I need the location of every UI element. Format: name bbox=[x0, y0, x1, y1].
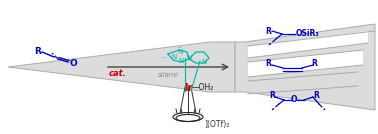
Text: R: R bbox=[265, 59, 271, 68]
Text: O: O bbox=[291, 96, 297, 105]
Text: N: N bbox=[177, 49, 183, 55]
Text: –: – bbox=[162, 54, 166, 60]
Text: Ir: Ir bbox=[184, 83, 192, 93]
Polygon shape bbox=[8, 42, 235, 92]
Text: R: R bbox=[311, 59, 317, 68]
Text: –: – bbox=[177, 44, 181, 50]
Text: O: O bbox=[70, 59, 78, 68]
Text: N: N bbox=[178, 58, 184, 64]
Text: R: R bbox=[269, 92, 275, 100]
Text: N: N bbox=[171, 54, 177, 60]
Text: —OH₂: —OH₂ bbox=[192, 83, 214, 92]
Polygon shape bbox=[248, 50, 363, 77]
Text: R: R bbox=[34, 46, 42, 55]
Text: OSiR₃: OSiR₃ bbox=[296, 29, 320, 38]
Text: R: R bbox=[265, 27, 271, 36]
Text: silane: silane bbox=[158, 72, 178, 78]
Text: N: N bbox=[186, 55, 192, 61]
Text: N: N bbox=[201, 59, 207, 65]
Polygon shape bbox=[248, 31, 368, 58]
Text: R: R bbox=[313, 92, 319, 100]
Polygon shape bbox=[235, 24, 375, 110]
Text: ](OTf)₂: ](OTf)₂ bbox=[204, 120, 229, 129]
Text: cat.: cat. bbox=[109, 69, 127, 78]
